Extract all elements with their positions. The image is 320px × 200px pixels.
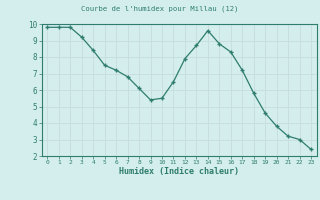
X-axis label: Humidex (Indice chaleur): Humidex (Indice chaleur) bbox=[119, 167, 239, 176]
Text: Courbe de l'humidex pour Millau (12): Courbe de l'humidex pour Millau (12) bbox=[81, 6, 239, 12]
